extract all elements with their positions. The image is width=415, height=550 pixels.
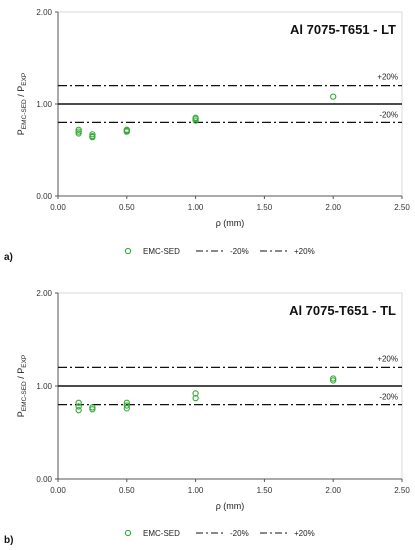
x-tick-label: 1.50	[257, 486, 273, 495]
legend-label-minus20: -20%	[230, 247, 249, 256]
chart-panel-a: 0.00 0.50 1.00 1.50 2.00 2.50 0.00 1.00 2.00 +20%…	[4, 8, 410, 263]
legend-label-emc-sed: EMC-SED	[143, 529, 180, 538]
x-axis-label: ρ (mm)	[216, 218, 245, 228]
y-tick-label: 0.00	[36, 192, 52, 201]
x-axis-label: ρ (mm)	[216, 501, 245, 511]
data-point	[89, 406, 96, 413]
data-point	[89, 133, 96, 140]
data-point	[192, 117, 199, 124]
legend-label-plus20: +20%	[294, 247, 315, 256]
y-label-main: P	[16, 129, 26, 135]
data-point	[330, 375, 337, 382]
data-point	[75, 407, 82, 414]
data-point	[75, 126, 82, 133]
data-point	[75, 128, 82, 135]
data-point	[330, 377, 337, 384]
band-label-minus20: -20%	[379, 110, 398, 119]
x-tick-label: 0.00	[50, 203, 66, 212]
y-axis-label: PEMC-SED / PEXP	[16, 355, 28, 418]
chart-title: Al 7075-T651 - LT	[290, 22, 396, 37]
y-label-sub1: EMC-SED	[21, 381, 28, 411]
data-point	[123, 402, 130, 409]
y-tick-label: 2.00	[36, 8, 52, 17]
data-point	[89, 404, 96, 411]
data-point	[192, 114, 199, 121]
y-tick-label: 1.00	[36, 100, 52, 109]
legend-marker-emc-sed	[124, 247, 132, 255]
x-tick-label: 1.00	[188, 486, 204, 495]
data-point	[330, 93, 337, 100]
y-label-sub2: EXP	[21, 355, 28, 368]
legend: EMC-SED -20% +20%	[124, 529, 315, 538]
legend-label-emc-sed: EMC-SED	[143, 247, 180, 256]
x-tick-label: 0.50	[119, 486, 135, 495]
x-tick-label: 0.00	[50, 486, 66, 495]
band-label-plus20: +20%	[377, 354, 398, 363]
y-label-sub2: EXP	[21, 73, 28, 86]
chart-title: Al 7075-T651 - TL	[289, 303, 396, 318]
y-tick-label: 0.00	[36, 475, 52, 484]
data-point	[75, 403, 82, 410]
data-point	[123, 399, 130, 406]
y-label-main: P	[16, 411, 26, 417]
x-tick-label: 1.50	[257, 203, 273, 212]
x-tick-label: 2.50	[394, 203, 410, 212]
chart-panel-b: 0.00 0.50 1.00 1.50 2.00 2.50 0.00 1.00 2.00 +20%…	[4, 289, 410, 546]
y-label-sep: / P	[16, 86, 26, 100]
x-tick-label: 2.50	[394, 486, 410, 495]
y-axis-label: PEMC-SED / PEXP	[16, 73, 28, 136]
y-label-sub1: EMC-SED	[21, 99, 28, 129]
legend-label-plus20: +20%	[294, 529, 315, 538]
y-tick-label: 2.00	[36, 289, 52, 298]
x-tick-label: 0.50	[119, 203, 135, 212]
data-point	[192, 394, 199, 402]
x-tick-label: 1.00	[188, 203, 204, 212]
y-tick-label: 1.00	[36, 382, 52, 391]
legend-label-minus20: -20%	[230, 529, 249, 538]
band-label-minus20: -20%	[379, 393, 398, 402]
data-point	[75, 130, 82, 137]
panel-label: a)	[4, 252, 13, 263]
data-point	[192, 390, 199, 397]
y-label-sep: / P	[16, 368, 26, 382]
legend: EMC-SED -20% +20%	[124, 247, 315, 256]
data-point	[75, 399, 82, 406]
x-tick-label: 2.00	[325, 486, 341, 495]
legend-marker-emc-sed	[124, 529, 132, 537]
band-label-plus20: +20%	[377, 73, 398, 82]
x-tick-label: 2.00	[325, 203, 341, 212]
panel-label: b)	[4, 535, 13, 546]
data-point	[123, 126, 130, 133]
data-point	[89, 131, 96, 138]
